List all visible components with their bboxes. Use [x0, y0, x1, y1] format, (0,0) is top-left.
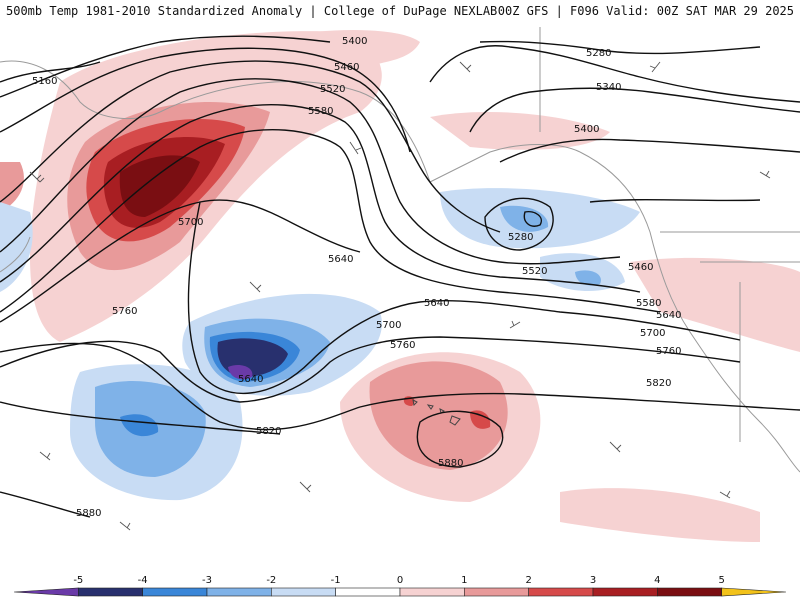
contour-label: 5700: [178, 217, 203, 228]
colorbar-swatch: [13, 587, 79, 597]
contour-label: 5760: [112, 306, 137, 317]
colorbar-tick-label: -1: [331, 575, 341, 586]
contour-label: 5820: [646, 378, 671, 389]
coastlines: [0, 27, 800, 473]
header-run-info: 00Z GFS | F096 Valid: 00Z SAT MAR 29 202…: [497, 4, 794, 18]
contour-label: 5280: [508, 232, 533, 243]
colorbar-ticks: -5 -4 -3 -2 -1 0 1 2 3 4 5: [73, 575, 725, 586]
height-contours: [0, 35, 800, 518]
contour-label: 5760: [390, 340, 415, 351]
contour-label: 5640: [656, 310, 681, 321]
colorbar-tick-label: -3: [202, 575, 212, 586]
colorbar-swatch: [464, 587, 529, 597]
colorbar-swatch: [206, 587, 272, 597]
contour-label: 5460: [628, 262, 653, 273]
colorbar-tick-label: 0: [397, 575, 403, 586]
contour-label: 5580: [636, 298, 661, 309]
header-title: 500mb Temp 1981-2010 Standardized Anomal…: [6, 4, 498, 18]
map-canvas: 5160 5280 5280 5340 5400 5400 5460 5460 …: [0, 27, 800, 542]
colorbar-swatch: [399, 587, 465, 597]
contour-labels: 5160 5280 5280 5340 5400 5400 5460 5460 …: [32, 36, 681, 519]
contour-label: 5400: [574, 124, 599, 135]
contour-label: 5700: [376, 320, 401, 331]
contour-label: 5700: [640, 328, 665, 339]
colorbar-tick-label: -5: [73, 575, 83, 586]
contour-label: 5520: [320, 84, 345, 95]
wind-barbs: [29, 61, 771, 531]
colorbar-tick-label: 5: [718, 575, 724, 586]
colorbar-swatch: [271, 587, 336, 597]
contour-label: 5820: [256, 426, 281, 437]
contour-label: 5580: [308, 106, 333, 117]
contour-label: 5160: [32, 76, 57, 87]
anomaly-map: 5160 5280 5280 5340 5400 5400 5460 5460 …: [0, 22, 800, 570]
colorbar-svg: -5 -4 -3 -2 -1 0 1 2 3 4 5: [13, 575, 787, 597]
colorbar-swatch: [142, 587, 208, 597]
colorbar-tick-label: -2: [266, 575, 276, 586]
anomaly-shading: [0, 30, 800, 542]
colorbar-swatch: [592, 587, 658, 597]
contour-label: 5400: [342, 36, 367, 47]
anomaly-colorbar: -5 -4 -3 -2 -1 0 1 2 3 4 5: [0, 570, 800, 600]
colorbar-swatches: [13, 587, 787, 597]
contour-label: 5760: [656, 346, 681, 357]
contour-label: 5460: [334, 62, 359, 73]
colorbar-tick-label: 4: [654, 575, 660, 586]
contour-label: 5640: [424, 298, 449, 309]
contour-label: 5640: [328, 254, 353, 265]
colorbar-swatch: [335, 587, 401, 597]
map-header: 500mb Temp 1981-2010 Standardized Anomal…: [0, 0, 800, 22]
colorbar-tick-label: 2: [525, 575, 531, 586]
contour-label: 5880: [76, 508, 101, 519]
colorbar-swatch: [721, 587, 787, 597]
contour-label: 5880: [438, 458, 463, 469]
colorbar-swatch: [657, 587, 722, 597]
contour-label: 5340: [596, 82, 621, 93]
contour-label: 5640: [238, 374, 263, 385]
colorbar-tick-label: 3: [590, 575, 596, 586]
contour-label: 5520: [522, 266, 547, 277]
contour-label: 5280: [586, 48, 611, 59]
colorbar-swatch: [528, 587, 594, 597]
colorbar-tick-label: 1: [461, 575, 467, 586]
colorbar-tick-label: -4: [138, 575, 148, 586]
colorbar-swatch: [78, 587, 143, 597]
